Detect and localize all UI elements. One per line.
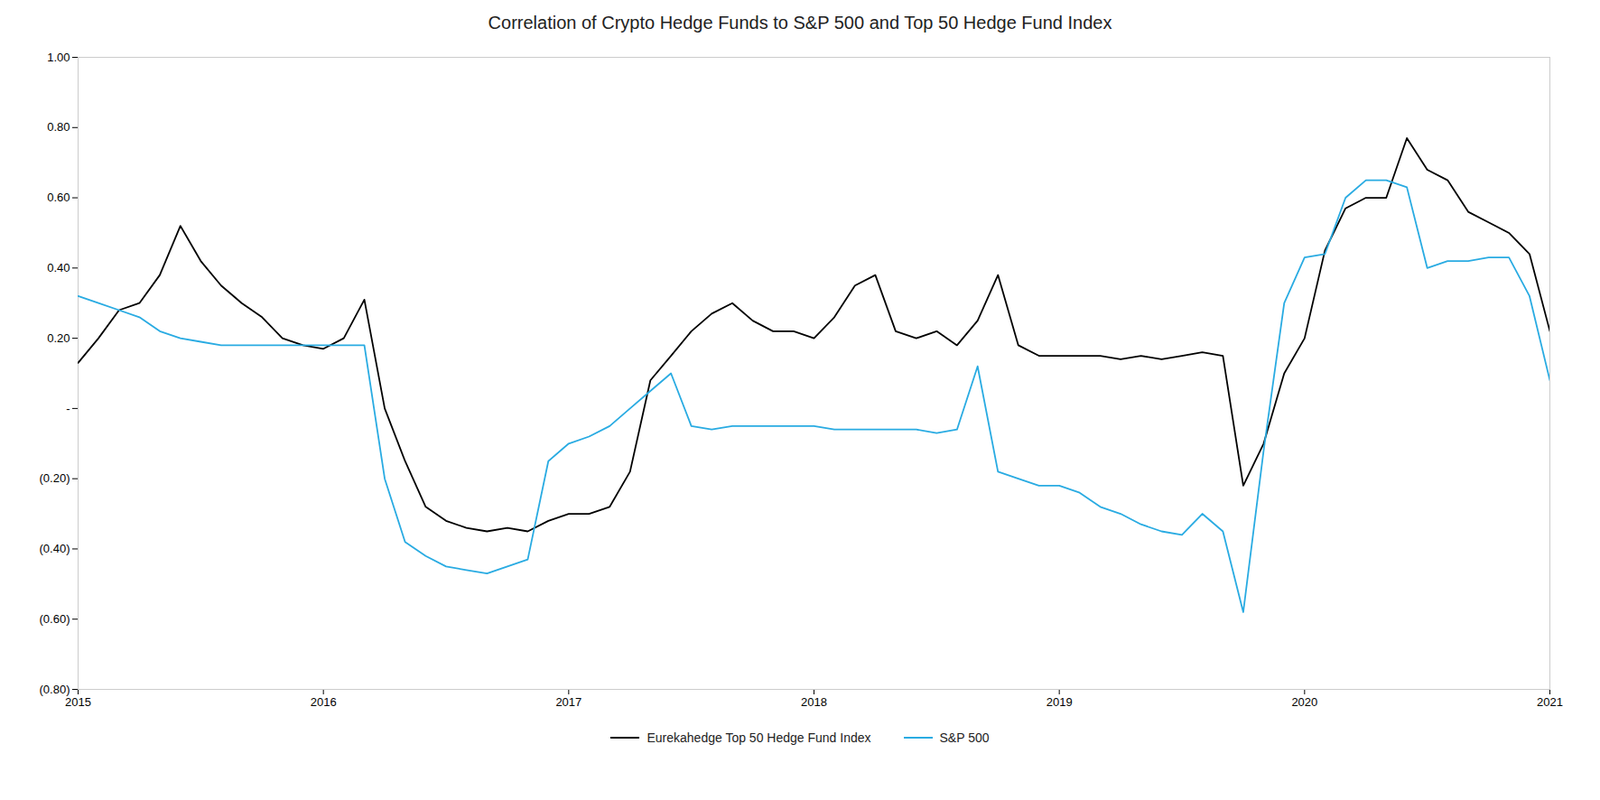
svg-text:2021: 2021 — [1536, 695, 1563, 709]
svg-text:(0.20): (0.20) — [39, 471, 71, 485]
svg-text:1.00: 1.00 — [46, 50, 70, 65]
svg-text:(0.80): (0.80) — [39, 682, 71, 697]
svg-text:0.40: 0.40 — [46, 260, 70, 275]
svg-text:0.20: 0.20 — [46, 331, 70, 345]
svg-text:2020: 2020 — [1291, 695, 1318, 709]
svg-text:(0.40): (0.40) — [39, 541, 71, 556]
svg-text:0.60: 0.60 — [46, 190, 70, 205]
svg-text:2019: 2019 — [1046, 695, 1073, 709]
svg-text:2016: 2016 — [310, 695, 337, 709]
html-text:S&P 500: S&P 500 — [939, 730, 990, 745]
svg-text:-: - — [65, 401, 70, 416]
svg-text:(0.60): (0.60) — [39, 612, 71, 626]
svg-text:0.80: 0.80 — [46, 120, 70, 134]
svg-text:2018: 2018 — [800, 695, 828, 709]
html-text:Correlation of Crypto Hedge Fu: Correlation of Crypto Hedge Funds to S&P… — [488, 12, 1112, 33]
svg-text:2017: 2017 — [555, 695, 582, 709]
svg-text:2015: 2015 — [65, 695, 92, 709]
html-text:Eurekahedge Top 50 Hedge Fund: Eurekahedge Top 50 Hedge Fund Index — [646, 730, 871, 745]
